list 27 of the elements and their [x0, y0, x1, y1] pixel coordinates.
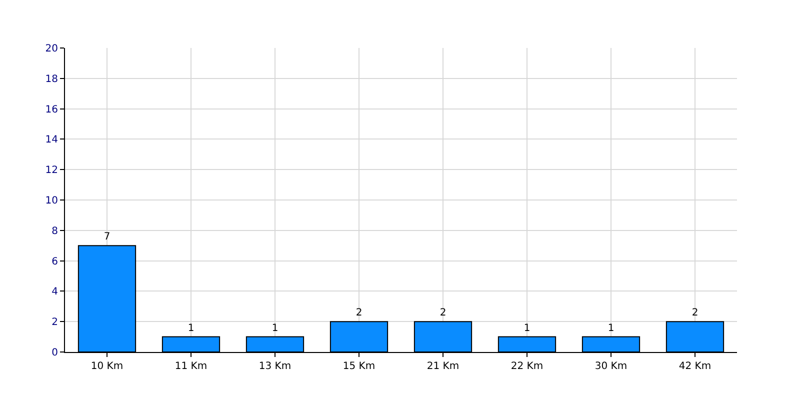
data-label: 2: [692, 308, 698, 319]
y-tick-label: 12: [45, 165, 58, 176]
y-tick-label: 0: [52, 348, 58, 358]
data-label: 7: [104, 232, 110, 243]
x-tick-label: 42 Km: [678, 361, 712, 372]
y-tick-label: 10: [45, 196, 58, 206]
y-tick-label: 8: [52, 226, 58, 237]
y-tick-label: 6: [52, 256, 58, 268]
x-tick-label: 11 Km: [174, 361, 208, 372]
data-label: 1: [188, 322, 194, 334]
x-tick-label: 13 Km: [258, 361, 292, 372]
y-tick-label: 20: [45, 44, 58, 54]
x-tick-label: 10 Km: [90, 361, 124, 372]
x-tick-label: 22 Km: [510, 361, 544, 372]
y-tick-label: 4: [52, 286, 58, 298]
data-label: 2: [440, 308, 446, 319]
x-tick-label: 21 Km: [426, 361, 460, 372]
data-label: 2: [356, 308, 362, 319]
y-tick-label: 14: [45, 134, 58, 146]
x-tick-label: 15 Km: [342, 361, 376, 372]
data-label: 1: [608, 322, 614, 334]
x-tick-label: 30 Km: [594, 361, 628, 372]
y-tick-label: 16: [45, 104, 58, 116]
y-tick-label: 2: [52, 317, 58, 328]
data-label: 1: [524, 322, 530, 334]
data-label: 1: [272, 322, 278, 334]
y-tick-label: 18: [45, 74, 58, 85]
